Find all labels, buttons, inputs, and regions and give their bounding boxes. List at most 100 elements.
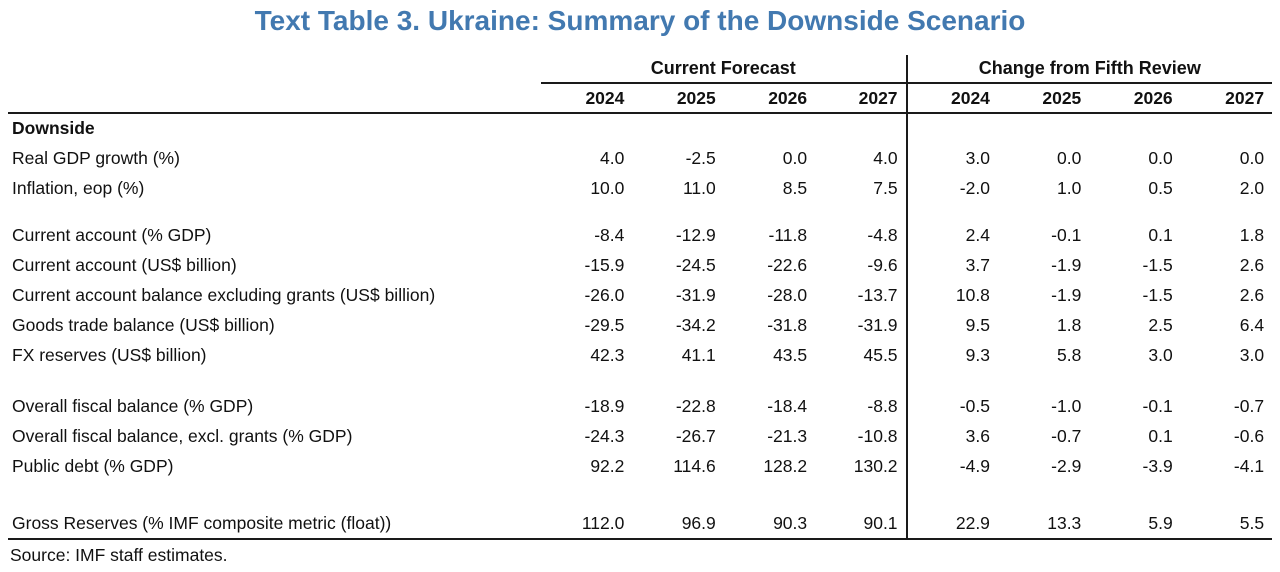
year-header-row: 2024 2025 2026 2027 2024 2025 2026 2027 — [8, 83, 1273, 114]
row-label — [8, 203, 541, 220]
cell-value: -31.9 — [857, 314, 898, 335]
cell-value: -31.9 — [675, 284, 716, 305]
cell-value: -18.4 — [767, 395, 808, 416]
cell-value: 96.9 — [632, 509, 724, 540]
cell-value: -2.9 — [1051, 455, 1082, 476]
cell-value: -2.0 — [905, 173, 998, 203]
table-row: Downside — [8, 113, 1272, 143]
cell-value: 4.0 — [873, 147, 898, 168]
source-note: Source: IMF staff estimates. — [10, 545, 228, 565]
cell-value: -0.7 — [1051, 425, 1082, 446]
downside-scenario-table: Current Forecast Change from Fifth Revie… — [8, 55, 1273, 540]
year-header: 2026 — [1089, 83, 1181, 114]
table-row: Gross Reserves (% IMF composite metric (… — [8, 509, 1273, 540]
year-header: 2026 — [723, 83, 816, 114]
cell-value: 0.0 — [1056, 147, 1082, 168]
cell-value: 0.0 — [1148, 147, 1173, 168]
cell-value: -15.9 — [584, 254, 625, 275]
cell-value: -9.6 — [867, 254, 898, 275]
cell-value — [815, 113, 906, 143]
cell-value: 3.0 — [1148, 344, 1173, 365]
group-header-change-fifth-review: Change from Fifth Review — [905, 55, 1273, 84]
cell-value: -1.0 — [1051, 395, 1082, 416]
row-label: Real GDP growth (%) — [12, 147, 180, 168]
empty-corner-cell — [8, 55, 541, 83]
cell-value: -1.9 — [1051, 254, 1082, 275]
cell-value: -0.5 — [905, 391, 998, 421]
cell-value — [1181, 481, 1272, 509]
cell-value: -29.5 — [584, 314, 625, 335]
cell-value — [541, 481, 632, 509]
cell-value: -2.5 — [685, 147, 716, 168]
row-label: Current account (% GDP) — [12, 224, 212, 245]
cell-value: -34.2 — [675, 314, 716, 335]
cell-value: 45.5 — [863, 344, 898, 365]
cell-value — [724, 203, 815, 220]
cell-value: -1.5 — [1142, 284, 1173, 305]
cell-value: -22.8 — [675, 395, 716, 416]
cell-value: 7.5 — [873, 177, 898, 198]
cell-value: 2.6 — [1239, 254, 1265, 275]
row-label — [8, 481, 541, 509]
row-label: Overall fiscal balance, excl. grants (% … — [12, 425, 353, 446]
cell-value — [724, 370, 815, 391]
cell-value — [541, 113, 632, 143]
cell-value: 1.0 — [1056, 177, 1082, 198]
table-row: Current account (% GDP) -8.4 -12.9 -11.8 -4.… — [8, 220, 1272, 250]
cell-value: -28.0 — [767, 284, 808, 305]
cell-value: -0.6 — [1233, 425, 1265, 446]
cell-value: 13.3 — [997, 509, 1090, 540]
cell-value: 10.8 — [905, 280, 998, 310]
cell-value — [998, 481, 1089, 509]
table-body: Downside Real GDP growth (%) 4.0 -2.5 0.0 4.0… — [8, 113, 1273, 540]
cell-value: -10.8 — [857, 425, 898, 446]
cell-value — [1181, 203, 1272, 220]
table-row: Current account balance excluding grants… — [8, 280, 1272, 310]
cell-value: 4.0 — [600, 147, 625, 168]
cell-value: 9.5 — [905, 310, 998, 340]
cell-value: -0.7 — [1233, 395, 1265, 416]
year-header: 2024 — [541, 83, 633, 114]
cell-value: 6.4 — [1239, 314, 1265, 335]
row-label: Current account balance excluding grants… — [12, 284, 436, 305]
cell-value — [1181, 113, 1272, 143]
cell-value: 9.3 — [905, 340, 998, 370]
cell-value: 8.5 — [782, 177, 808, 198]
spacer-row — [8, 203, 1272, 220]
cell-value: 11.0 — [682, 177, 716, 198]
year-header: 2024 — [905, 83, 998, 114]
cell-value: 92.2 — [590, 455, 625, 476]
cell-value — [1089, 203, 1180, 220]
cell-value — [632, 113, 723, 143]
spacer-row — [8, 370, 1272, 391]
row-label: FX reserves (US$ billion) — [12, 344, 207, 365]
row-label: Inflation, eop (%) — [12, 177, 145, 198]
cell-value: -31.8 — [767, 314, 808, 335]
cell-value: -11.8 — [768, 224, 808, 245]
cell-value: 2.4 — [905, 220, 998, 250]
cell-value — [1181, 370, 1272, 391]
cell-value — [815, 481, 906, 509]
cell-value: -21.3 — [767, 425, 808, 446]
cell-value — [632, 370, 723, 391]
cell-value — [1089, 113, 1180, 143]
cell-value: -24.5 — [675, 254, 716, 275]
table-row: FX reserves (US$ billion) 42.3 41.1 43.5 45.… — [8, 340, 1272, 370]
cell-value — [905, 370, 998, 391]
group-header-current-forecast: Current Forecast — [541, 55, 907, 84]
cell-value: 2.0 — [1239, 177, 1265, 198]
cell-value: 41.1 — [681, 344, 716, 365]
cell-value: -4.9 — [905, 451, 998, 481]
cell-value: 0.0 — [1239, 147, 1265, 168]
group-header-row: Current Forecast Change from Fifth Revie… — [8, 55, 1273, 84]
cell-value: 3.0 — [905, 143, 998, 173]
cell-value: 2.6 — [1239, 284, 1265, 305]
cell-value: -8.8 — [867, 395, 898, 416]
cell-value — [815, 203, 906, 220]
cell-value — [632, 481, 723, 509]
cell-value: 10.0 — [590, 177, 625, 198]
cell-value: 2.5 — [1148, 314, 1173, 335]
cell-value: -22.6 — [767, 254, 808, 275]
table-row: Real GDP growth (%) 4.0 -2.5 0.0 4.0 3.0 0.0 0.… — [8, 143, 1272, 173]
